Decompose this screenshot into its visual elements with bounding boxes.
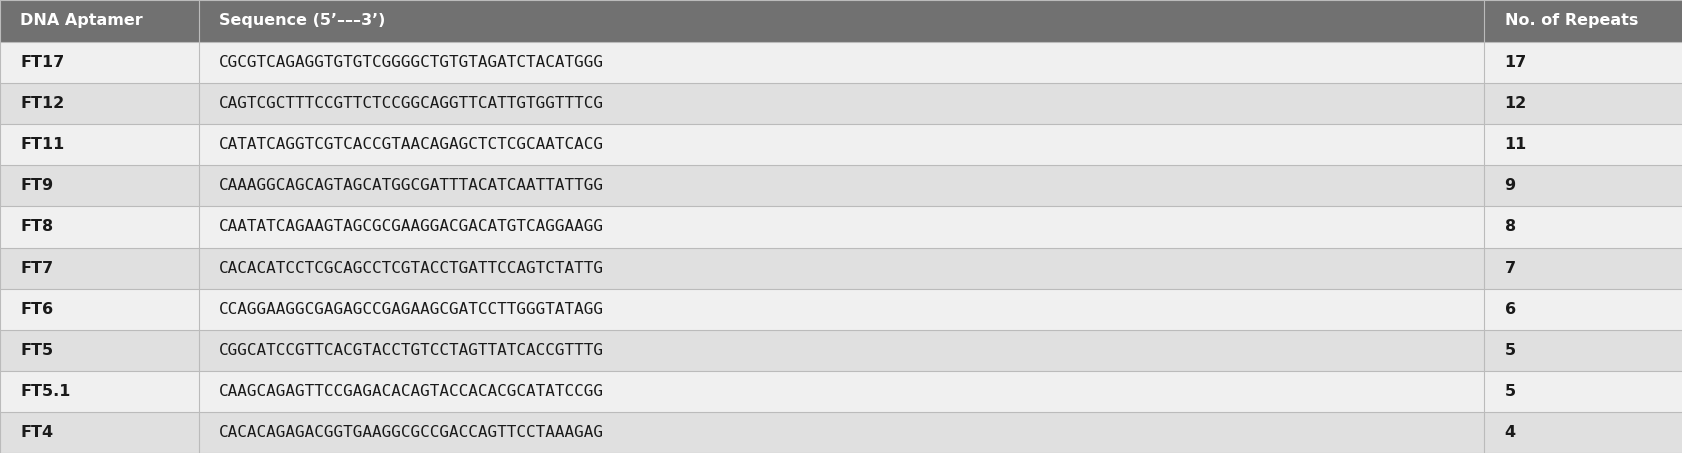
Text: Sequence (5’–––3’): Sequence (5’–––3’)	[219, 14, 385, 29]
Bar	[1484, 0, 1682, 42]
Bar	[0, 0, 198, 42]
Bar	[198, 83, 1484, 124]
Bar	[1484, 124, 1682, 165]
Bar	[1484, 412, 1682, 453]
Text: CGCGTCAGAGGTGTGTCGGGGCTGTGTAGATCTACATGGG: CGCGTCAGAGGTGTGTCGGGGCTGTGTAGATCTACATGGG	[219, 55, 604, 70]
Text: FT11: FT11	[20, 137, 64, 152]
Bar	[1484, 165, 1682, 207]
Bar	[0, 165, 198, 207]
Text: 5: 5	[1504, 384, 1515, 399]
Text: FT9: FT9	[20, 178, 54, 193]
Text: FT4: FT4	[20, 425, 54, 440]
Bar	[198, 330, 1484, 371]
Bar	[0, 207, 198, 247]
Text: 5: 5	[1504, 343, 1515, 358]
Text: CCAGGAAGGCGAGAGCCGAGAAGCGATCCTTGGGTATAGG: CCAGGAAGGCGAGAGCCGAGAAGCGATCCTTGGGTATAGG	[219, 302, 604, 317]
Text: FT7: FT7	[20, 260, 54, 275]
Text: 6: 6	[1504, 302, 1515, 317]
Bar	[1484, 83, 1682, 124]
Bar	[0, 247, 198, 289]
Text: 7: 7	[1504, 260, 1515, 275]
Text: FT5.1: FT5.1	[20, 384, 71, 399]
Bar	[1484, 330, 1682, 371]
Bar	[198, 42, 1484, 83]
Text: CGGCATCCGTTCACGTACCTGTCCTAGTTATCACCGTTTG: CGGCATCCGTTCACGTACCTGTCCTAGTTATCACCGTTTG	[219, 343, 604, 358]
Bar	[1484, 42, 1682, 83]
Bar	[0, 42, 198, 83]
Text: FT12: FT12	[20, 96, 64, 111]
Text: CAGTCGCTTTCCGTTCTCCGGCAGGTTCATTGTGGTTTCG: CAGTCGCTTTCCGTTCTCCGGCAGGTTCATTGTGGTTTCG	[219, 96, 604, 111]
Text: DNA Aptamer: DNA Aptamer	[20, 14, 143, 29]
Text: 9: 9	[1504, 178, 1515, 193]
Text: FT8: FT8	[20, 219, 54, 235]
Bar	[1484, 289, 1682, 330]
Text: 8: 8	[1504, 219, 1515, 235]
Bar	[0, 330, 198, 371]
Text: CAAGCAGAGTTCCGAGACACAGTACCACACGCATATCCGG: CAAGCAGAGTTCCGAGACACAGTACCACACGCATATCCGG	[219, 384, 604, 399]
Text: FT5: FT5	[20, 343, 54, 358]
Text: 12: 12	[1504, 96, 1526, 111]
Bar	[1484, 371, 1682, 412]
Bar	[0, 289, 198, 330]
Text: CACACAGAGACGGTGAAGGCGCCGACCAGTTCCTAAAGAG: CACACAGAGACGGTGAAGGCGCCGACCAGTTCCTAAAGAG	[219, 425, 604, 440]
Text: CAATATCAGAAGTAGCGCGAAGGACGACATGTCAGGAAGG: CAATATCAGAAGTAGCGCGAAGGACGACATGTCAGGAAGG	[219, 219, 604, 235]
Bar	[198, 0, 1484, 42]
Bar	[0, 412, 198, 453]
Bar	[0, 371, 198, 412]
Text: FT6: FT6	[20, 302, 54, 317]
Bar	[0, 124, 198, 165]
Bar	[198, 289, 1484, 330]
Bar	[198, 371, 1484, 412]
Bar	[198, 412, 1484, 453]
Text: CACACATCCTCGCAGCCTCGTACCTGATTCCAGTCTATTG: CACACATCCTCGCAGCCTCGTACCTGATTCCAGTCTATTG	[219, 260, 604, 275]
Text: 4: 4	[1504, 425, 1515, 440]
Bar	[198, 165, 1484, 207]
Text: No. of Repeats: No. of Repeats	[1504, 14, 1637, 29]
Bar	[0, 83, 198, 124]
Bar	[198, 124, 1484, 165]
Text: CATATCAGGTCGTCACCGTAACAGAGCTCTCGCAATCACG: CATATCAGGTCGTCACCGTAACAGAGCTCTCGCAATCACG	[219, 137, 604, 152]
Bar	[1484, 247, 1682, 289]
Bar	[1484, 207, 1682, 247]
Text: CAAAGGCAGCAGTAGCATGGCGATTTACATCAATTATTGG: CAAAGGCAGCAGTAGCATGGCGATTTACATCAATTATTGG	[219, 178, 604, 193]
Bar	[198, 247, 1484, 289]
Text: 11: 11	[1504, 137, 1526, 152]
Text: 17: 17	[1504, 55, 1526, 70]
Text: FT17: FT17	[20, 55, 64, 70]
Bar	[198, 207, 1484, 247]
